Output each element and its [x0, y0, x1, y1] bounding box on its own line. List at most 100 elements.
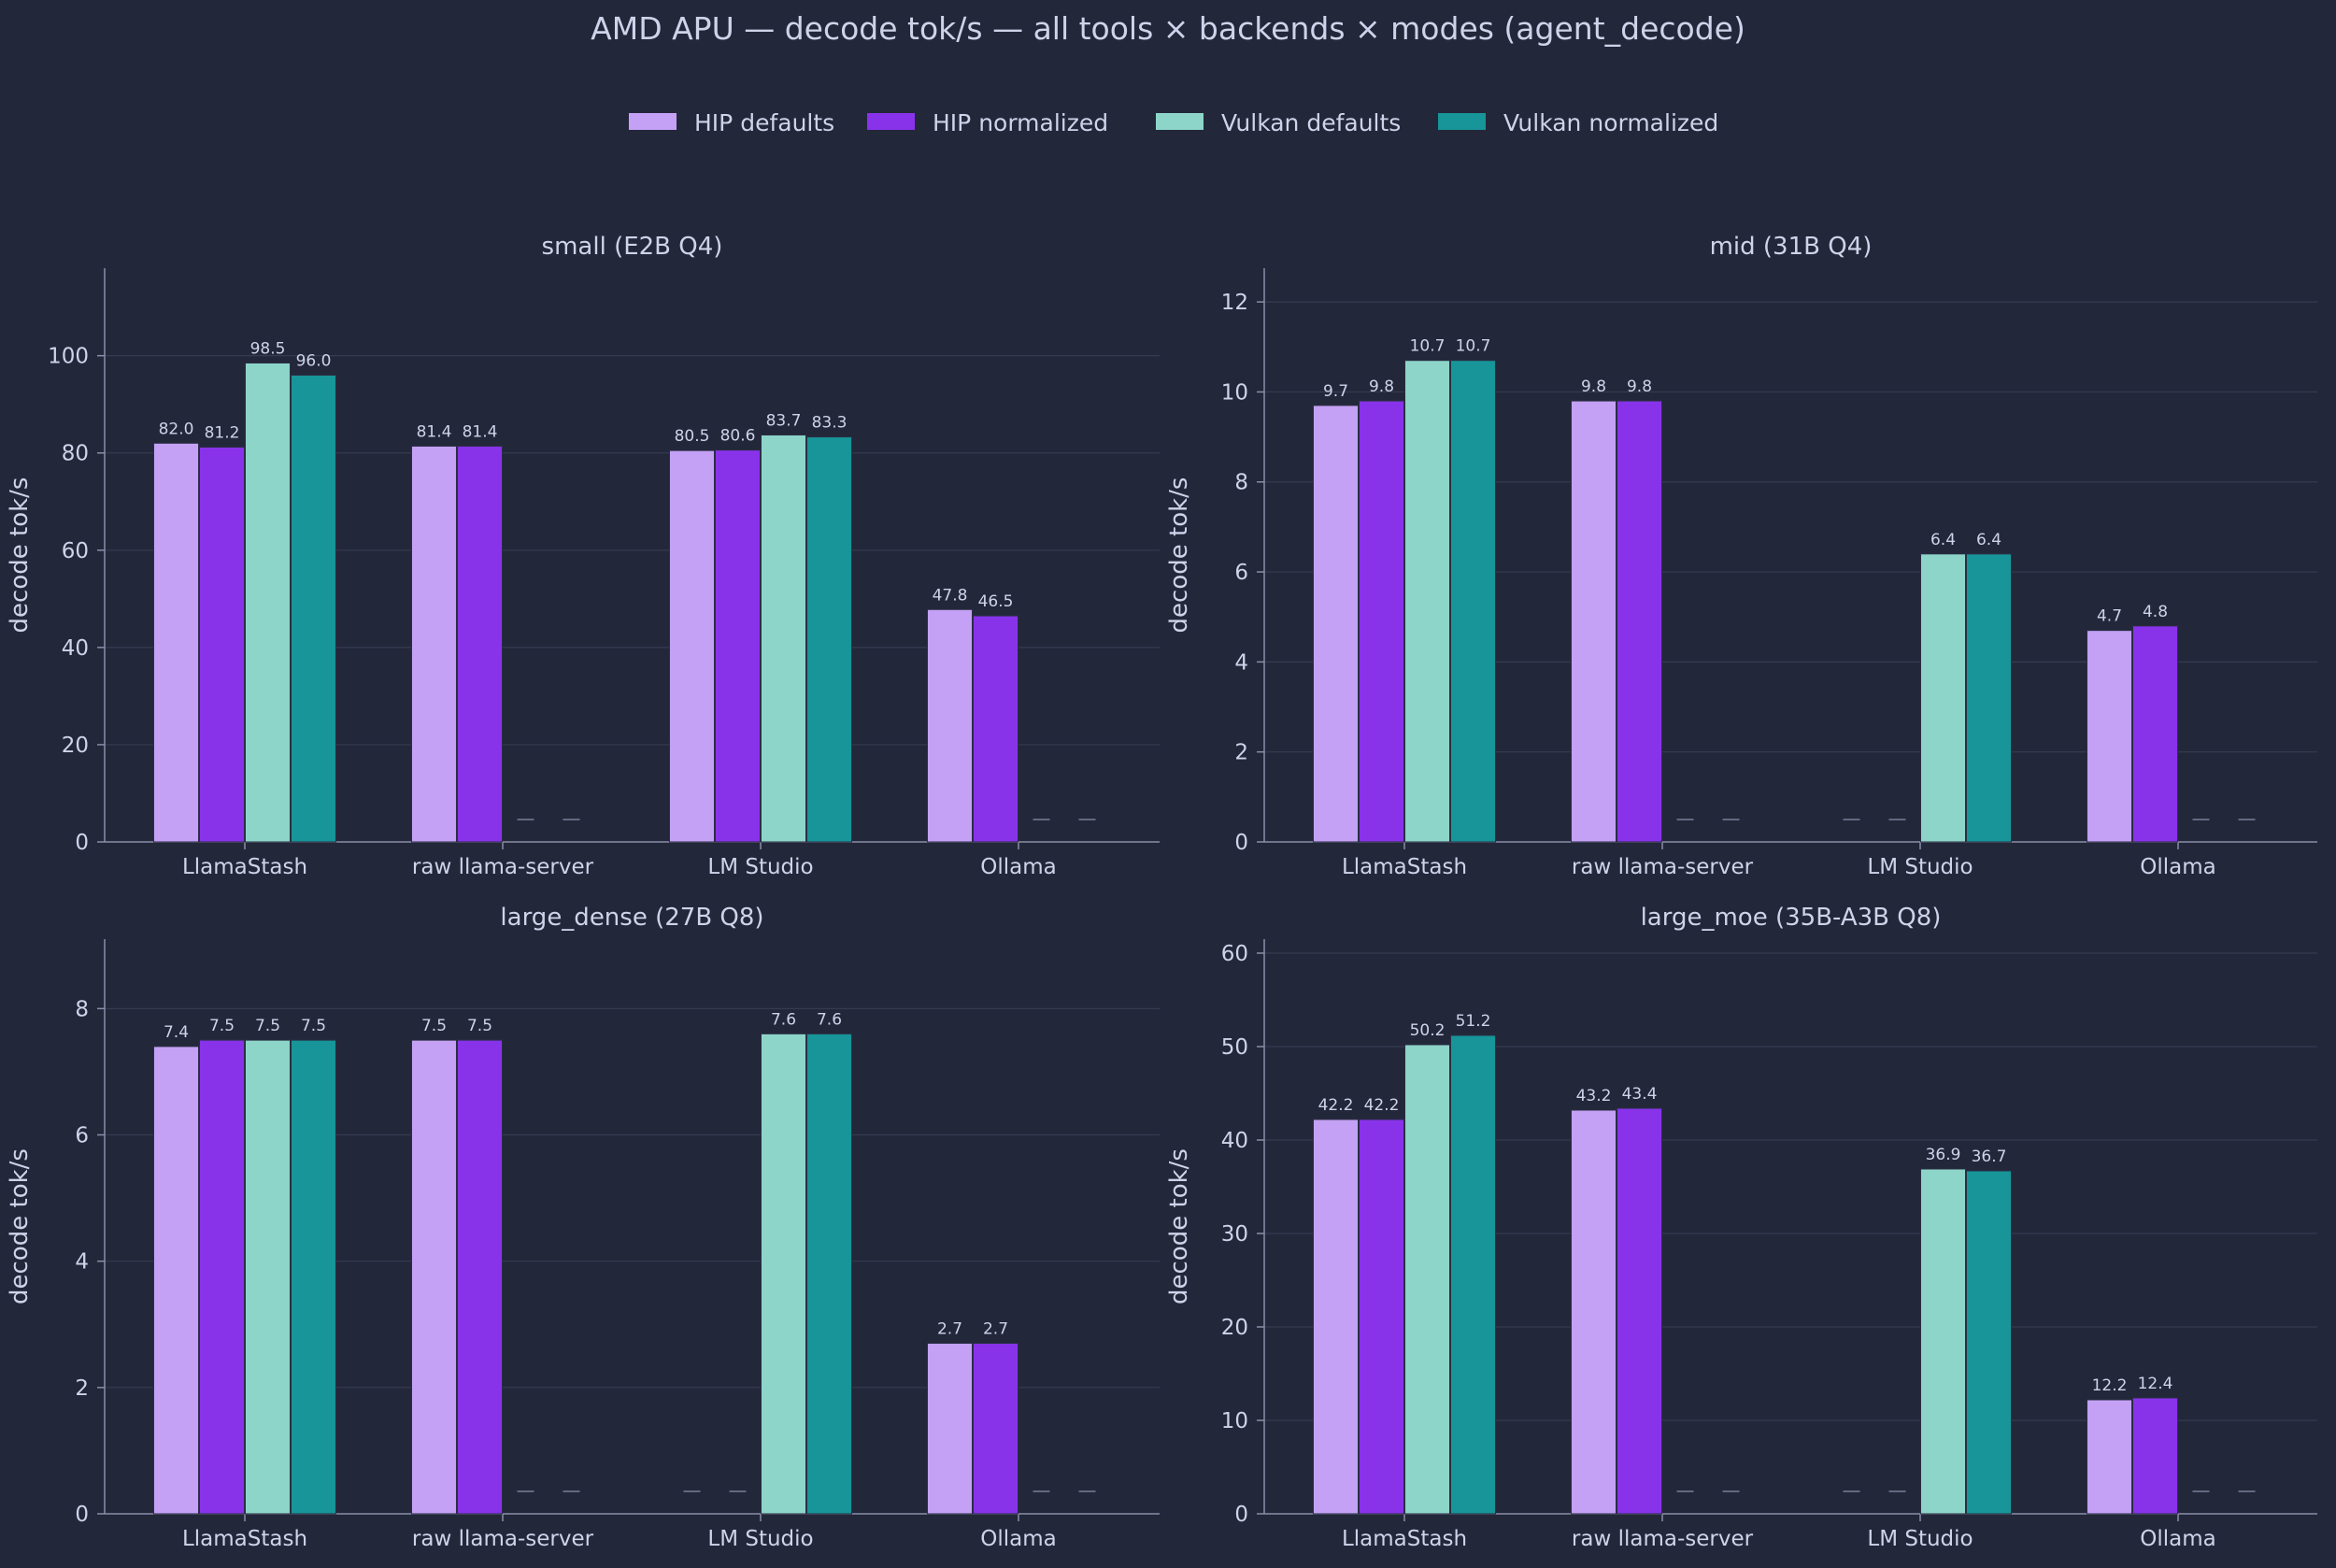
chart-panel: 0 10 20 30 40 50 60 large_moe (35B-A3B Q8) decod…	[1165, 904, 2317, 1551]
y-tick-label: 8	[75, 997, 89, 1021]
chart-panel: 0 2 4 6 8 large_dense (27B Q8) decode tok/s Lla…	[6, 904, 1160, 1551]
legend-swatch	[1438, 113, 1486, 130]
panel-title: large_moe (35B-A3B Q8)	[1641, 904, 1942, 932]
bar	[1313, 1119, 1359, 1515]
bar	[153, 442, 199, 843]
bar	[2132, 1397, 2178, 1515]
legend: HIP defaults HIP normalized Vulkan default…	[629, 109, 1718, 136]
data-label: 36.7	[1972, 1147, 2007, 1166]
bar	[2132, 625, 2178, 843]
x-tick-label: LlamaStash	[182, 1527, 307, 1551]
data-label: 81.4	[417, 422, 452, 441]
bar	[457, 1039, 503, 1515]
data-label: 81.4	[463, 422, 498, 441]
y-tick-label: 50	[1221, 1035, 1248, 1060]
bar	[1920, 553, 1966, 843]
bar	[2087, 630, 2132, 843]
y-tick-label: 20	[62, 734, 89, 758]
legend-label: Vulkan defaults	[1221, 109, 1401, 136]
y-tick-label: 0	[1234, 831, 1248, 855]
bar	[1359, 400, 1404, 843]
bar	[761, 1033, 806, 1515]
y-tick-label: 80	[62, 442, 89, 466]
data-label: 80.6	[720, 427, 756, 446]
bar	[1966, 553, 2012, 843]
y-tick-label: 0	[1234, 1503, 1248, 1527]
y-tick-label: 60	[62, 539, 89, 563]
x-tick-label: Ollama	[2140, 1527, 2215, 1551]
data-label: 7.5	[301, 1017, 326, 1035]
data-label: 7.6	[817, 1010, 842, 1029]
x-tick-label: LlamaStash	[1342, 1527, 1467, 1551]
data-label: 12.2	[2092, 1376, 2128, 1395]
bar	[1966, 1170, 2012, 1515]
data-label: 42.2	[1318, 1096, 1354, 1115]
bar	[1920, 1168, 1966, 1515]
legend-label: HIP defaults	[694, 109, 834, 136]
y-tick-label: 0	[75, 831, 89, 855]
y-tick-label: 40	[62, 636, 89, 661]
data-label: 6.4	[1930, 531, 1956, 549]
bar	[806, 436, 852, 843]
bar	[806, 1033, 852, 1515]
bar	[1359, 1119, 1404, 1515]
data-label: 12.4	[2138, 1375, 2173, 1393]
data-label: 9.8	[1581, 378, 1606, 396]
data-label: 42.2	[1364, 1096, 1400, 1115]
data-label: 82.0	[159, 420, 194, 438]
data-label: 4.7	[2097, 607, 2122, 626]
chart-title: AMD APU — decode tok/s — all tools × bac…	[591, 10, 1745, 47]
chart-panel: 0 20 40 60 80 100 small (E2B Q4) decode tok/s Ll…	[6, 233, 1160, 879]
bar	[927, 1343, 973, 1515]
bar	[245, 362, 291, 843]
data-label: 7.5	[421, 1017, 447, 1035]
y-tick-label: 0	[75, 1503, 89, 1527]
y-axis-label: decode tok/s	[6, 478, 34, 634]
bar	[1617, 400, 1662, 843]
y-tick-label: 30	[1221, 1222, 1248, 1247]
bar	[1571, 1109, 1617, 1515]
bar	[1450, 1034, 1496, 1515]
data-label: 83.7	[766, 411, 802, 430]
x-tick-label: raw llama-server	[1572, 855, 1754, 879]
x-tick-label: raw llama-server	[412, 855, 594, 879]
legend-label: HIP normalized	[933, 109, 1108, 136]
y-tick-label: 2	[75, 1376, 89, 1401]
bar	[1313, 405, 1359, 843]
y-tick-label: 40	[1221, 1129, 1248, 1153]
x-tick-label: LlamaStash	[1342, 855, 1467, 879]
data-label: 96.0	[296, 351, 332, 370]
data-label: 6.4	[1976, 531, 2001, 549]
data-label: 9.8	[1369, 378, 1394, 396]
bar	[1617, 1107, 1662, 1515]
bar	[291, 374, 336, 843]
x-tick-label: Ollama	[980, 855, 1056, 879]
y-axis-label: decode tok/s	[1165, 478, 1193, 634]
bar	[927, 608, 973, 843]
x-tick-label: LM Studio	[707, 855, 813, 879]
y-tick-label: 10	[1221, 380, 1248, 405]
data-label: 36.9	[1926, 1146, 1961, 1164]
bar	[1571, 400, 1617, 843]
data-label: 2.7	[983, 1320, 1008, 1339]
bar	[1450, 360, 1496, 843]
bar	[715, 449, 761, 843]
x-tick-label: Ollama	[2140, 855, 2215, 879]
bar	[291, 1039, 336, 1515]
data-label: 81.2	[205, 423, 240, 442]
data-label: 2.7	[937, 1320, 962, 1339]
y-tick-label: 6	[75, 1124, 89, 1148]
data-label: 7.6	[771, 1010, 796, 1029]
data-label: 80.5	[675, 427, 710, 446]
data-label: 7.4	[164, 1023, 189, 1042]
data-label: 4.8	[2143, 603, 2168, 621]
y-tick-label: 10	[1221, 1409, 1248, 1433]
bar	[1404, 1044, 1450, 1515]
x-tick-label: LlamaStash	[182, 855, 307, 879]
legend-swatch	[867, 113, 915, 130]
y-tick-label: 6	[1234, 561, 1248, 585]
y-axis-label: decode tok/s	[6, 1148, 34, 1304]
bar	[669, 449, 715, 843]
x-tick-label: LM Studio	[1867, 855, 1973, 879]
